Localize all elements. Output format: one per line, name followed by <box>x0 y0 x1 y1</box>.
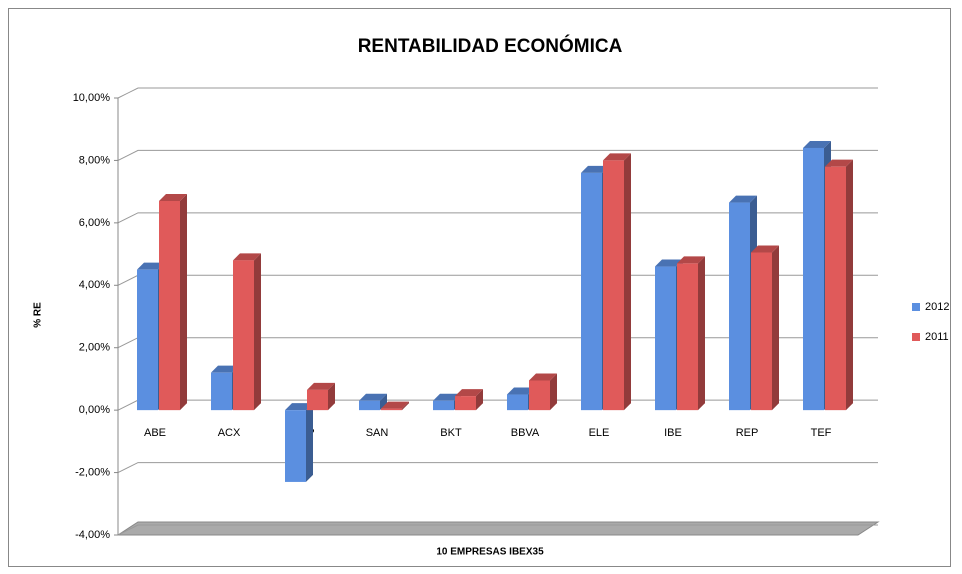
bar-front <box>729 202 750 411</box>
bar-top <box>455 389 483 397</box>
x-tick-label: SAN <box>366 427 389 439</box>
bar-top <box>359 393 387 401</box>
bar-side <box>476 389 483 411</box>
y-tick-label: 8,00% <box>79 154 110 166</box>
bar-side <box>550 373 557 411</box>
y-axis-title: % RE <box>33 302 44 328</box>
bar-side <box>380 393 387 411</box>
bar-top <box>285 403 313 411</box>
bar-side <box>306 403 313 482</box>
bar-top <box>433 393 461 401</box>
x-tick-label: REP <box>736 427 759 439</box>
grid-line <box>117 149 878 161</box>
grid-line <box>117 87 878 99</box>
bar <box>233 253 261 411</box>
bar-side <box>254 253 261 411</box>
bar <box>285 403 313 482</box>
bar-front <box>307 389 328 411</box>
bar-side <box>624 153 631 411</box>
bar <box>307 382 335 411</box>
bar <box>381 401 409 411</box>
bar-top <box>803 140 831 148</box>
bar-top <box>729 195 757 203</box>
bar-top <box>137 262 165 270</box>
legend-swatch <box>912 303 920 311</box>
bar-front <box>455 396 476 411</box>
x-tick-label: ABE <box>144 427 166 439</box>
x-tick-label: BKT <box>440 427 462 439</box>
bar-front <box>529 380 550 411</box>
legend-label: 2011 <box>925 331 949 343</box>
legend-swatch <box>912 333 920 341</box>
x-tick-label: ELE <box>589 427 610 439</box>
bar-front <box>507 394 528 411</box>
grid-line <box>117 524 878 536</box>
bar-front <box>285 410 306 482</box>
bar-front <box>751 252 772 411</box>
bar-side <box>698 256 705 411</box>
bar-side <box>328 382 335 411</box>
bar-front <box>803 147 824 411</box>
bar-front <box>433 400 454 411</box>
bar-top <box>529 373 557 381</box>
bar-top <box>751 245 779 253</box>
y-tick-label: 6,00% <box>79 217 110 229</box>
bar-top <box>655 259 683 267</box>
chart-title: RENTABILIDAD ECONÓMICA <box>358 35 623 57</box>
bar-front <box>159 201 180 411</box>
legend-label: 2012 <box>925 301 949 313</box>
bar <box>751 245 779 411</box>
bar-side <box>180 194 187 411</box>
bar-top <box>507 387 535 395</box>
grid-line <box>117 212 878 224</box>
bar-side <box>772 245 779 411</box>
bar-front <box>655 266 676 411</box>
bar <box>455 389 483 411</box>
bar-front <box>211 372 232 411</box>
bar <box>825 159 853 411</box>
bar-front <box>233 260 254 411</box>
bar-top <box>825 159 853 167</box>
bar-top <box>159 194 187 202</box>
bar-front <box>137 269 158 411</box>
bar <box>529 373 557 411</box>
y-tick-label: -4,00% <box>75 529 110 541</box>
x-axis-title: 10 EMPRESAS IBEX35 <box>436 547 544 558</box>
bar <box>359 393 387 411</box>
bar-top <box>307 382 335 390</box>
y-tick-label: 4,00% <box>79 279 110 291</box>
bar-top <box>211 365 239 373</box>
bar-top <box>581 165 609 173</box>
grid-line <box>117 462 878 474</box>
bar-front <box>359 400 380 411</box>
y-tick-label: -2,00% <box>75 466 110 478</box>
bar-top <box>677 256 705 264</box>
y-tick-label: 2,00% <box>79 342 110 354</box>
bar-top <box>381 401 409 409</box>
bar-top <box>603 153 631 161</box>
floor <box>116 521 880 536</box>
bar-front <box>381 408 402 411</box>
bar <box>603 153 631 411</box>
bar-front <box>603 160 624 411</box>
x-tick-label: IBE <box>664 427 682 439</box>
x-tick-label: BBVA <box>511 427 540 439</box>
bar <box>677 256 705 411</box>
bar-top <box>233 253 261 261</box>
bar-front <box>825 166 846 411</box>
x-tick-label: ACX <box>218 427 241 439</box>
bar-front <box>581 172 602 411</box>
y-tick-label: 10,00% <box>73 92 111 104</box>
bar <box>159 194 187 411</box>
x-tick-label: TEF <box>811 427 832 439</box>
bar-side <box>846 159 853 411</box>
bar-front <box>677 263 698 411</box>
bar-side <box>402 401 409 411</box>
y-tick-label: 0,00% <box>79 404 110 416</box>
